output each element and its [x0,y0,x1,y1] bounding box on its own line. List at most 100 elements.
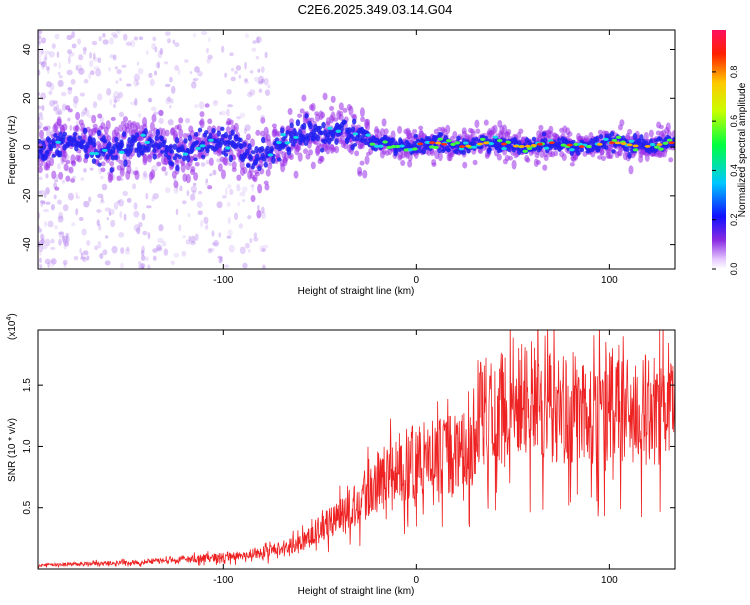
spectrogram-core-cell [38,154,41,160]
spectrogram-core-cell [48,144,53,152]
spectrogram-core-cell [288,136,294,144]
spectrogram-noise-cell [256,105,262,111]
spectrogram-noise-cell [126,83,132,87]
spectrogram-halo-cell [65,175,71,182]
snr-scale-base: (x10 [7,320,18,340]
spectrogram-noise-cell [205,178,209,183]
spectrogram-noise-cell [241,186,248,193]
spectrogram-core-cell [394,146,399,154]
spectrogram-noise-cell [82,46,87,52]
spectrogram-core-cell [456,135,461,142]
spectrogram-noise-cell [226,88,232,95]
spectrogram-noise-cell [75,195,81,200]
spectrogram-core-cell [102,139,108,144]
spectrogram-noise-cell [161,240,167,247]
spectrogram-halo-cell [49,156,55,167]
spectrogram-halo-cell [255,129,261,136]
spectrogram-energy-cell [632,148,639,152]
spectrogram-noise-cell [73,255,79,261]
spectrogram-energy-cell [352,132,359,136]
spectrogram-peak-cell [614,141,621,145]
spectrogram-halo-cell [567,131,573,137]
spectrogram-peak-cell [500,142,507,146]
spectrogram-noise-cell [124,248,131,255]
spectrogram-halo-cell [242,166,248,174]
spectrogram-peak-cell [626,143,633,147]
spectrogram-noise-cell [46,81,52,88]
spectrogram-noise-cell [133,79,139,87]
spectrogram-noise-cell [57,199,62,205]
spectrogram-noise-cell [264,89,271,96]
spectrogram-halo-cell [538,124,544,131]
spectrogram-energy-cell [199,144,206,148]
spectrogram-noise-cell [62,259,68,266]
spectrogram-halo-cell [147,153,153,163]
spectrogram-halo-cell [359,107,365,118]
spectrogram-noise-cell [226,201,231,207]
spectrogram-energy-cell [182,152,189,156]
spectrogram-core-cell [161,140,166,148]
spectrogram-noise-cell [50,246,56,251]
snr-ytick-label-1: 1.0 [22,439,33,453]
spectrogram-core-cell [315,134,321,142]
spectrogram-halo-cell [231,167,237,173]
spectrogram-core-cell [575,149,581,156]
spectrogram-noise-cell [40,37,47,44]
spectrogram-noise-cell [45,65,50,71]
spectrogram-noise-cell [66,49,73,54]
spectrogram-noise-cell [135,81,140,86]
spectrogram-halo-cell [359,160,365,166]
spectrogram-core-cell [277,157,282,162]
spectrogram-noise-cell [57,79,64,88]
spectrogram-noise-cell [235,65,242,71]
spectrogram-noise-cell [40,199,44,208]
spectrogram-noise-cell [86,239,91,246]
spectrogram-noise-cell [58,231,65,235]
spectrogram-halo-cell [220,169,226,180]
spectrogram-ylabel: Frequency (Hz) [7,116,18,185]
spectrogram-core-cell [97,162,102,167]
spectrogram-noise-cell [192,182,197,187]
spectrogram-halo-cell [43,126,49,131]
spectrogram-core-cell [197,127,203,133]
spectrogram-noise-cell [147,264,151,269]
spectrogram-core-cell [598,134,604,140]
spectrogram-energy-cell [462,141,469,145]
spectrogram-noise-cell [113,90,120,99]
spectrogram-energy-cell [471,145,478,149]
spectrogram-core-cell [246,163,251,168]
spectrogram-energy-cell [488,141,495,146]
spectrogram-core-cell [152,148,157,153]
spectrogram-peak-cell [417,142,424,146]
spectrogram-noise-cell [244,124,251,132]
spectrogram-halo-cell [561,153,567,162]
spectrogram-noise-cell [218,111,222,115]
spectrogram-halo-cell [185,173,191,184]
spectrogram-energy-cell [101,148,108,153]
spectrogram-noise-cell [88,60,94,68]
spectrogram-core-cell [594,136,600,143]
spectrogram-energy-cell [327,126,333,130]
spectrogram-noise-cell [108,211,112,217]
spectrogram-core-cell [639,134,644,141]
spectrogram-halo-cell [116,175,122,182]
spectrogram-noise-cell [38,40,42,45]
spectrogram-halo-cell [63,163,69,172]
spectrogram-halo-cell [118,159,124,165]
spectrogram-ytick-label-4: 40 [22,44,33,56]
spectrogram-noise-cell [82,250,89,256]
spectrogram-noise-cell [239,246,246,255]
spectrogram-noise-cell [110,32,118,37]
spectrogram-energy-cell [373,144,380,148]
spectrogram-core-cell [280,127,285,135]
spectrogram-noise-cell [216,201,223,209]
spectrogram-core-cell [164,145,170,150]
spectrogram-halo-cell [228,119,234,125]
spectrogram-core-cell [334,138,339,146]
spectrogram-noise-cell [112,54,117,61]
spectrogram-noise-cell [78,216,84,221]
spectrogram-halo-cell [535,160,541,165]
spectrogram-halo-cell [390,130,396,140]
spectrogram-halo-cell [160,127,166,138]
spectrogram-noise-cell [50,258,57,265]
